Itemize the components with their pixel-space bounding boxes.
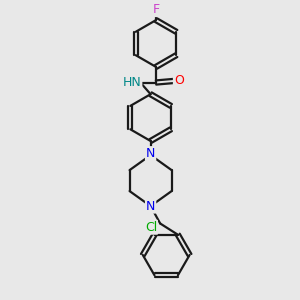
Text: N: N [146, 200, 155, 213]
Text: HN: HN [123, 76, 141, 89]
Text: O: O [174, 74, 184, 88]
Text: F: F [152, 3, 160, 16]
Text: Cl: Cl [145, 221, 157, 234]
Text: N: N [146, 147, 155, 160]
